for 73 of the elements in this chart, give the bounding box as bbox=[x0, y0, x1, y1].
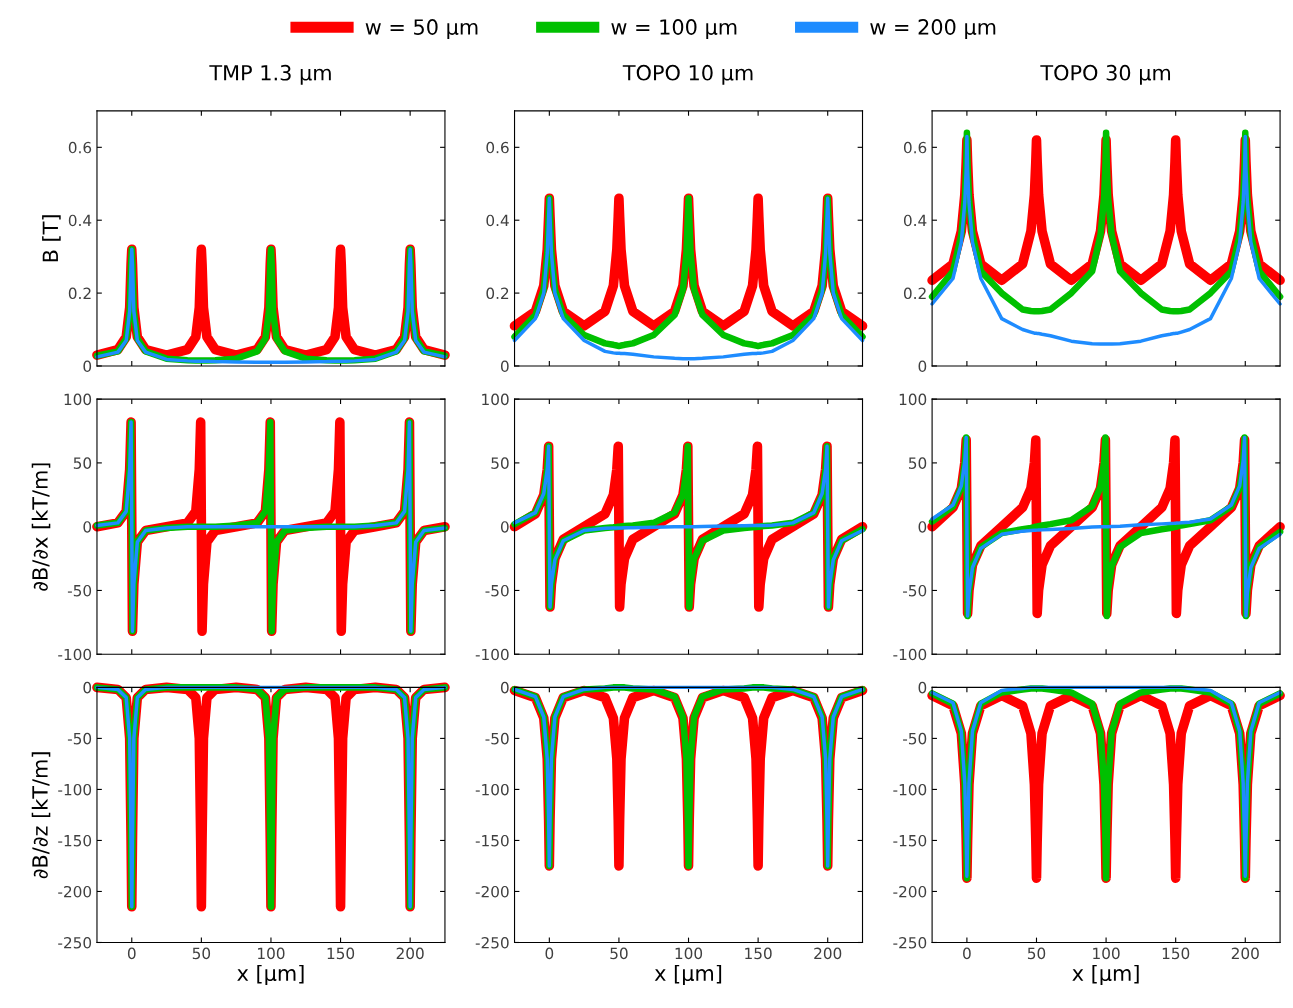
y-tick-label: -150 bbox=[893, 834, 927, 847]
x-tick-label: 100 bbox=[258, 947, 285, 960]
y-tick-label: -200 bbox=[475, 885, 509, 898]
y-tick-label: -250 bbox=[475, 936, 509, 949]
y-tick-label: -200 bbox=[893, 885, 927, 898]
x-tick-label: 0 bbox=[127, 947, 136, 960]
y-tick-label: 50 bbox=[491, 457, 509, 469]
y-tick-label: -100 bbox=[893, 648, 927, 661]
y-tick-label: 100 bbox=[899, 393, 927, 406]
x-tick-label: 150 bbox=[327, 947, 355, 960]
y-tick-label: 0 bbox=[83, 521, 92, 533]
x-tick-label: 200 bbox=[1231, 947, 1259, 960]
y-tick-label: -150 bbox=[475, 834, 509, 847]
y-tick-label: 0.2 bbox=[68, 287, 91, 300]
y-tick-label: -100 bbox=[58, 648, 92, 661]
y-tick-label: 0 bbox=[918, 681, 927, 694]
legend-label: w = 100 µm bbox=[611, 19, 737, 39]
y-tick-label: -50 bbox=[67, 732, 92, 745]
x-axis-title: x [µm] bbox=[1072, 964, 1139, 986]
x-tick-label: 100 bbox=[1093, 947, 1120, 960]
y-tick-label: -100 bbox=[475, 783, 509, 796]
y-axis-title: ∂B/∂x [kT/m] bbox=[31, 463, 51, 591]
x-tick-label: 150 bbox=[1162, 947, 1190, 960]
line-series bbox=[930, 134, 1282, 346]
y-tick-label: 0 bbox=[918, 360, 927, 372]
y-tick-label: 0 bbox=[500, 360, 509, 372]
y-tick-label: 0 bbox=[83, 360, 92, 372]
y-tick-label: -250 bbox=[58, 936, 92, 949]
y-tick-label: 0 bbox=[83, 681, 92, 694]
y-axis-title: ∂B/∂z [kT/m] bbox=[31, 752, 51, 879]
y-tick-label: -100 bbox=[58, 783, 92, 796]
legend-label: w = 200 µm bbox=[870, 19, 996, 39]
chart-title: TOPO 10 µm bbox=[622, 64, 753, 85]
y-tick-label: 0 bbox=[500, 521, 509, 533]
y-tick-label: 0 bbox=[500, 681, 509, 694]
y-tick-label: -50 bbox=[903, 732, 927, 745]
y-tick-label: 0.6 bbox=[68, 141, 92, 154]
x-tick-label: 200 bbox=[814, 947, 842, 960]
y-tick-label: -200 bbox=[58, 885, 92, 898]
y-tick-label: 0.2 bbox=[486, 287, 509, 300]
y-tick-label: -50 bbox=[485, 584, 509, 597]
chart-title: TMP 1.3 µm bbox=[209, 64, 331, 85]
y-tick-label: -50 bbox=[67, 584, 92, 597]
x-tick-label: 50 bbox=[192, 947, 211, 960]
y-tick-label: -100 bbox=[893, 783, 927, 796]
y-tick-label: 100 bbox=[482, 393, 509, 406]
x-tick-label: 150 bbox=[745, 947, 772, 960]
y-tick-label: 0.6 bbox=[486, 141, 509, 154]
y-tick-label: -50 bbox=[485, 732, 509, 745]
y-tick-label: -150 bbox=[58, 834, 92, 847]
y-tick-label: 0.4 bbox=[68, 214, 92, 227]
x-axis-title: x [µm] bbox=[237, 964, 304, 986]
x-tick-label: 50 bbox=[610, 947, 628, 960]
x-tick-label: 0 bbox=[545, 947, 554, 960]
y-tick-label: -50 bbox=[903, 584, 927, 597]
y-tick-label: -100 bbox=[475, 648, 509, 661]
y-tick-label: 0.4 bbox=[903, 214, 927, 227]
legend-label: w = 50 µm bbox=[365, 19, 478, 39]
y-tick-label: 100 bbox=[64, 393, 92, 406]
y-tick-label: 0.2 bbox=[903, 287, 926, 300]
x-axis-title: x [µm] bbox=[654, 964, 722, 986]
x-tick-label: 200 bbox=[396, 947, 424, 960]
x-tick-label: 100 bbox=[675, 947, 703, 960]
y-axis-title: B [T] bbox=[42, 215, 61, 262]
y-tick-label: -250 bbox=[893, 936, 927, 949]
chart-title: TOPO 30 µm bbox=[1040, 64, 1171, 85]
y-tick-label: 50 bbox=[73, 457, 92, 469]
x-tick-label: 50 bbox=[1027, 947, 1046, 960]
y-tick-label: 0.6 bbox=[903, 141, 927, 154]
y-tick-label: 0.4 bbox=[486, 214, 509, 227]
y-tick-label: 50 bbox=[908, 457, 927, 469]
y-tick-label: 0 bbox=[918, 521, 927, 533]
x-tick-label: 0 bbox=[963, 947, 971, 960]
